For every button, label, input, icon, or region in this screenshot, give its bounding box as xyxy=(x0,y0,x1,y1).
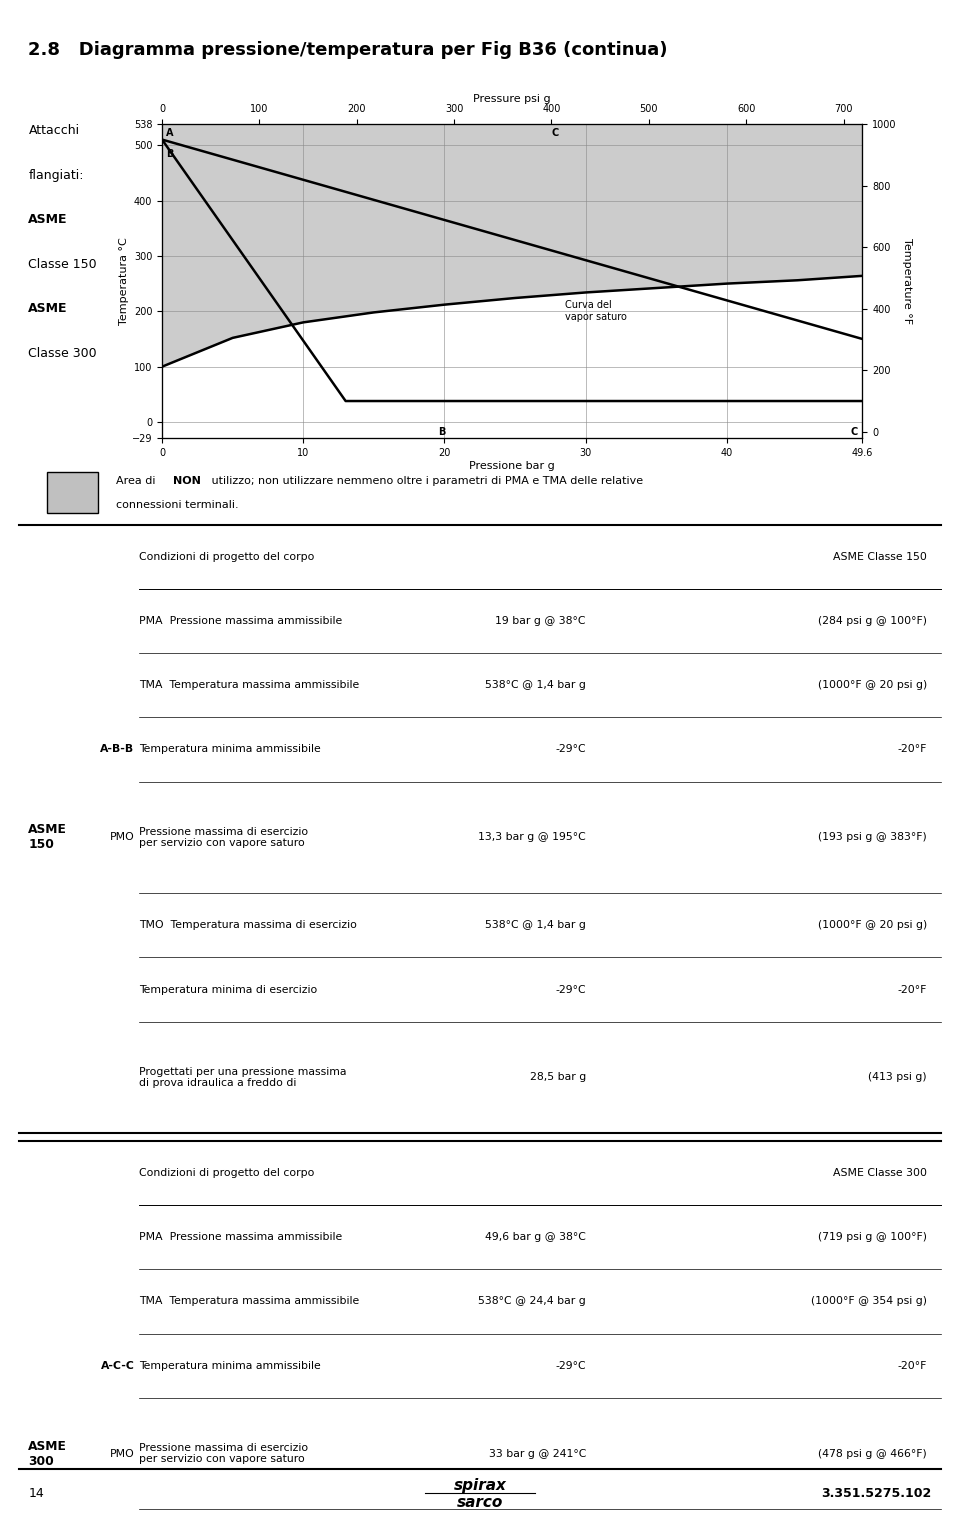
Text: Temperatura minima ammissibile: Temperatura minima ammissibile xyxy=(139,744,321,755)
Text: ASME: ASME xyxy=(29,302,68,316)
Text: 538°C @ 1,4 bar g: 538°C @ 1,4 bar g xyxy=(485,920,586,930)
Text: connessioni terminali.: connessioni terminali. xyxy=(116,500,239,509)
Text: 538°C @ 1,4 bar g: 538°C @ 1,4 bar g xyxy=(485,680,586,690)
Text: Curva del
vapor saturo: Curva del vapor saturo xyxy=(564,301,626,322)
Text: -20°F: -20°F xyxy=(898,985,927,994)
Text: -29°C: -29°C xyxy=(555,744,586,755)
Text: Pressione massima di esercizio
per servizio con vapore saturo: Pressione massima di esercizio per servi… xyxy=(139,827,308,848)
Text: TMO  Temperatura massima di esercizio: TMO Temperatura massima di esercizio xyxy=(139,920,357,930)
Text: (284 psi g @ 100°F): (284 psi g @ 100°F) xyxy=(818,617,927,626)
Text: sarco: sarco xyxy=(457,1496,503,1509)
Text: Classe 150: Classe 150 xyxy=(29,258,97,272)
Text: Attacchi: Attacchi xyxy=(29,124,80,137)
Text: Pressione massima di esercizio
per servizio con vapore saturo: Pressione massima di esercizio per servi… xyxy=(139,1443,308,1465)
Y-axis label: Temperature °F: Temperature °F xyxy=(902,238,912,324)
Text: 49,6 bar g @ 38°C: 49,6 bar g @ 38°C xyxy=(485,1232,586,1243)
Text: NON: NON xyxy=(173,476,201,486)
Polygon shape xyxy=(162,124,862,367)
Text: Temperatura minima di esercizio: Temperatura minima di esercizio xyxy=(139,985,317,994)
Text: 19 bar g @ 38°C: 19 bar g @ 38°C xyxy=(495,617,586,626)
Text: -20°F: -20°F xyxy=(898,744,927,755)
Text: -20°F: -20°F xyxy=(898,1361,927,1371)
Text: PMA  Pressione massima ammissibile: PMA Pressione massima ammissibile xyxy=(139,617,343,626)
Text: ASME Classe 150: ASME Classe 150 xyxy=(833,552,927,561)
Text: 3.351.5275.102: 3.351.5275.102 xyxy=(822,1486,931,1500)
Text: B: B xyxy=(166,149,174,160)
Text: (1000°F @ 20 psi g): (1000°F @ 20 psi g) xyxy=(818,680,927,690)
Text: (1000°F @ 354 psi g): (1000°F @ 354 psi g) xyxy=(811,1296,927,1307)
Text: (413 psi g): (413 psi g) xyxy=(869,1072,927,1083)
Bar xyxy=(47,472,98,514)
X-axis label: Pressione bar g: Pressione bar g xyxy=(469,460,555,471)
Text: PMA  Pressione massima ammissibile: PMA Pressione massima ammissibile xyxy=(139,1232,343,1243)
Text: C: C xyxy=(851,426,857,437)
Text: ASME Classe 300: ASME Classe 300 xyxy=(833,1167,927,1178)
Text: 33 bar g @ 241°C: 33 bar g @ 241°C xyxy=(489,1448,586,1459)
Text: 2.8   Diagramma pressione/temperatura per Fig B36 (continua): 2.8 Diagramma pressione/temperatura per … xyxy=(29,41,668,60)
Text: PMO: PMO xyxy=(109,1448,134,1459)
Text: ASME: ASME xyxy=(29,213,68,225)
Text: Area di: Area di xyxy=(116,476,159,486)
Text: Condizioni di progetto del corpo: Condizioni di progetto del corpo xyxy=(139,552,314,561)
Text: PMO: PMO xyxy=(109,833,134,842)
Text: Temperatura minima ammissibile: Temperatura minima ammissibile xyxy=(139,1361,321,1371)
Text: 14: 14 xyxy=(29,1486,44,1500)
Text: B: B xyxy=(438,426,445,437)
Text: ASME
300: ASME 300 xyxy=(29,1439,67,1468)
Text: 13,3 bar g @ 195°C: 13,3 bar g @ 195°C xyxy=(478,833,586,842)
Text: 538°C @ 24,4 bar g: 538°C @ 24,4 bar g xyxy=(478,1296,586,1307)
Text: ASME
150: ASME 150 xyxy=(29,824,67,851)
Text: spirax: spirax xyxy=(453,1479,507,1493)
Text: Classe 300: Classe 300 xyxy=(29,347,97,360)
Text: -29°C: -29°C xyxy=(555,1361,586,1371)
Text: (1000°F @ 20 psi g): (1000°F @ 20 psi g) xyxy=(818,920,927,930)
Text: A: A xyxy=(166,129,174,138)
Text: utilizzo; non utilizzare nemmeno oltre i parametri di PMA e TMA delle relative: utilizzo; non utilizzare nemmeno oltre i… xyxy=(208,476,643,486)
Text: (193 psi g @ 383°F): (193 psi g @ 383°F) xyxy=(818,833,927,842)
Text: 28,5 bar g: 28,5 bar g xyxy=(530,1072,586,1083)
Text: TMA  Temperatura massima ammissibile: TMA Temperatura massima ammissibile xyxy=(139,1296,359,1307)
Text: A-C-C: A-C-C xyxy=(101,1361,134,1371)
X-axis label: Pressure psi g: Pressure psi g xyxy=(473,94,551,104)
Text: flangiati:: flangiati: xyxy=(29,169,84,181)
Y-axis label: Temperatura °C: Temperatura °C xyxy=(119,238,129,325)
Text: -29°C: -29°C xyxy=(555,985,586,994)
Text: C: C xyxy=(552,129,559,138)
Text: Condizioni di progetto del corpo: Condizioni di progetto del corpo xyxy=(139,1167,314,1178)
Text: (478 psi g @ 466°F): (478 psi g @ 466°F) xyxy=(818,1448,927,1459)
Text: (719 psi g @ 100°F): (719 psi g @ 100°F) xyxy=(818,1232,927,1243)
Text: A-B-B: A-B-B xyxy=(100,744,134,755)
Text: TMA  Temperatura massima ammissibile: TMA Temperatura massima ammissibile xyxy=(139,680,359,690)
Text: Progettati per una pressione massima
di prova idraulica a freddo di: Progettati per una pressione massima di … xyxy=(139,1066,347,1088)
